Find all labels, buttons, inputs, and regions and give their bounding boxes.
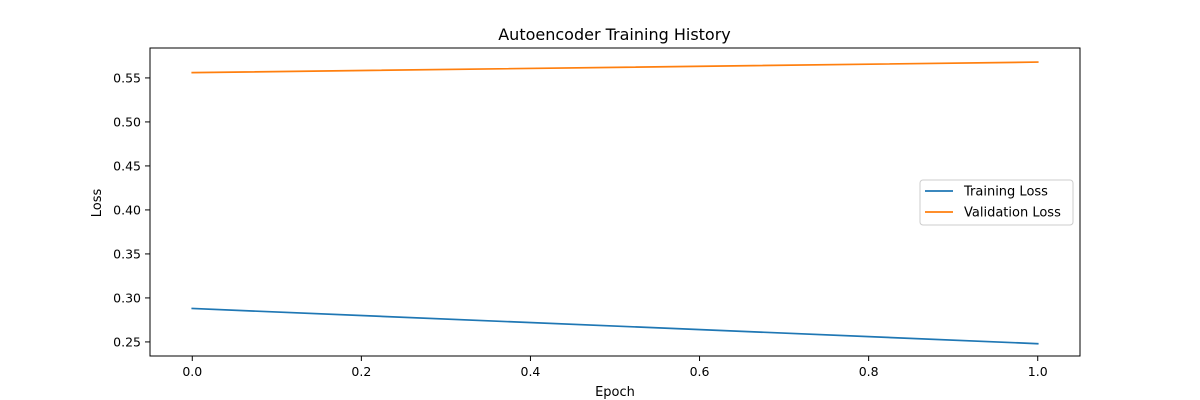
y-tick-label-5: 0.50 (113, 114, 141, 129)
x-tick-label-3: 0.6 (690, 364, 710, 379)
y-axis-label: Loss (90, 189, 105, 218)
legend-label-0: Training Loss (963, 185, 1048, 200)
legend-box (919, 179, 1074, 226)
x-tick-label-2: 0.4 (521, 364, 541, 379)
y-tick-label-4: 0.45 (113, 158, 141, 173)
y-tick-label-6: 0.55 (113, 70, 141, 85)
y-tick-label-1: 0.30 (113, 290, 141, 305)
y-tick-label-3: 0.40 (113, 202, 141, 217)
x-axis-label: Epoch (595, 385, 635, 400)
x-tick-label-5: 1.0 (1028, 364, 1048, 379)
y-tick-label-2: 0.35 (113, 246, 141, 261)
series-line-0 (191, 307, 1039, 345)
series-line-1 (191, 61, 1039, 74)
legend: Training Loss Validation Loss (919, 179, 1074, 226)
legend-items: Training Loss Validation Loss (925, 185, 1061, 221)
chart-title: Autoencoder Training History (498, 25, 731, 44)
series-layer (191, 61, 1039, 345)
x-tick-label-4: 0.8 (859, 364, 879, 379)
x-axis: 0.0 0.2 0.4 0.6 0.8 1.0 (182, 356, 1048, 379)
y-axis: 0.25 0.30 0.35 0.40 0.45 0.50 0.55 (113, 70, 150, 349)
legend-label-1: Validation Loss (964, 206, 1061, 221)
y-tick-label-0: 0.25 (113, 334, 141, 349)
x-tick-label-0: 0.0 (182, 364, 202, 379)
plot-border (149, 47, 1081, 357)
x-tick-label-1: 0.2 (351, 364, 371, 379)
